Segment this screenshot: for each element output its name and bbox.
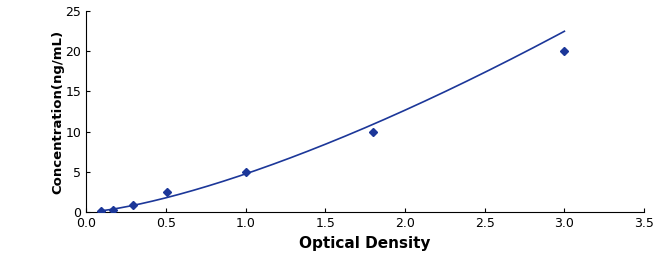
X-axis label: Optical Density: Optical Density	[299, 236, 431, 251]
Y-axis label: Concentration(ng/mL): Concentration(ng/mL)	[51, 29, 64, 194]
